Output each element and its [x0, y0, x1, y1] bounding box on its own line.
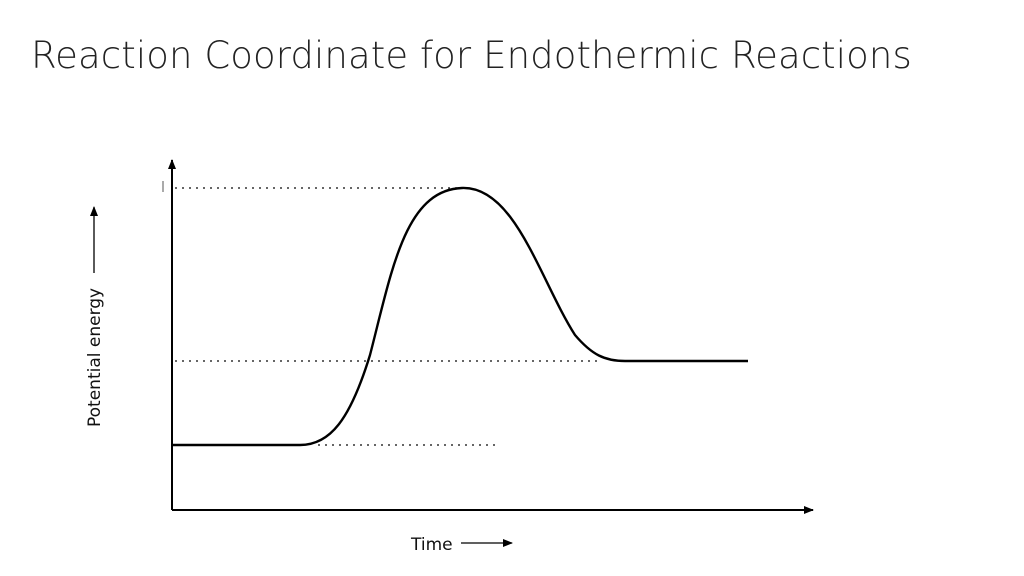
y-axis-label-group: Potential energy	[85, 206, 105, 427]
x-axis-label: Time	[410, 535, 453, 555]
slide-title: Reaction Coordinate for Endothermic Reac…	[31, 34, 912, 77]
y-axis-label: Potential energy	[85, 288, 105, 427]
x-axis-label-group: Time	[410, 535, 513, 555]
energy-curve	[172, 186, 748, 447]
